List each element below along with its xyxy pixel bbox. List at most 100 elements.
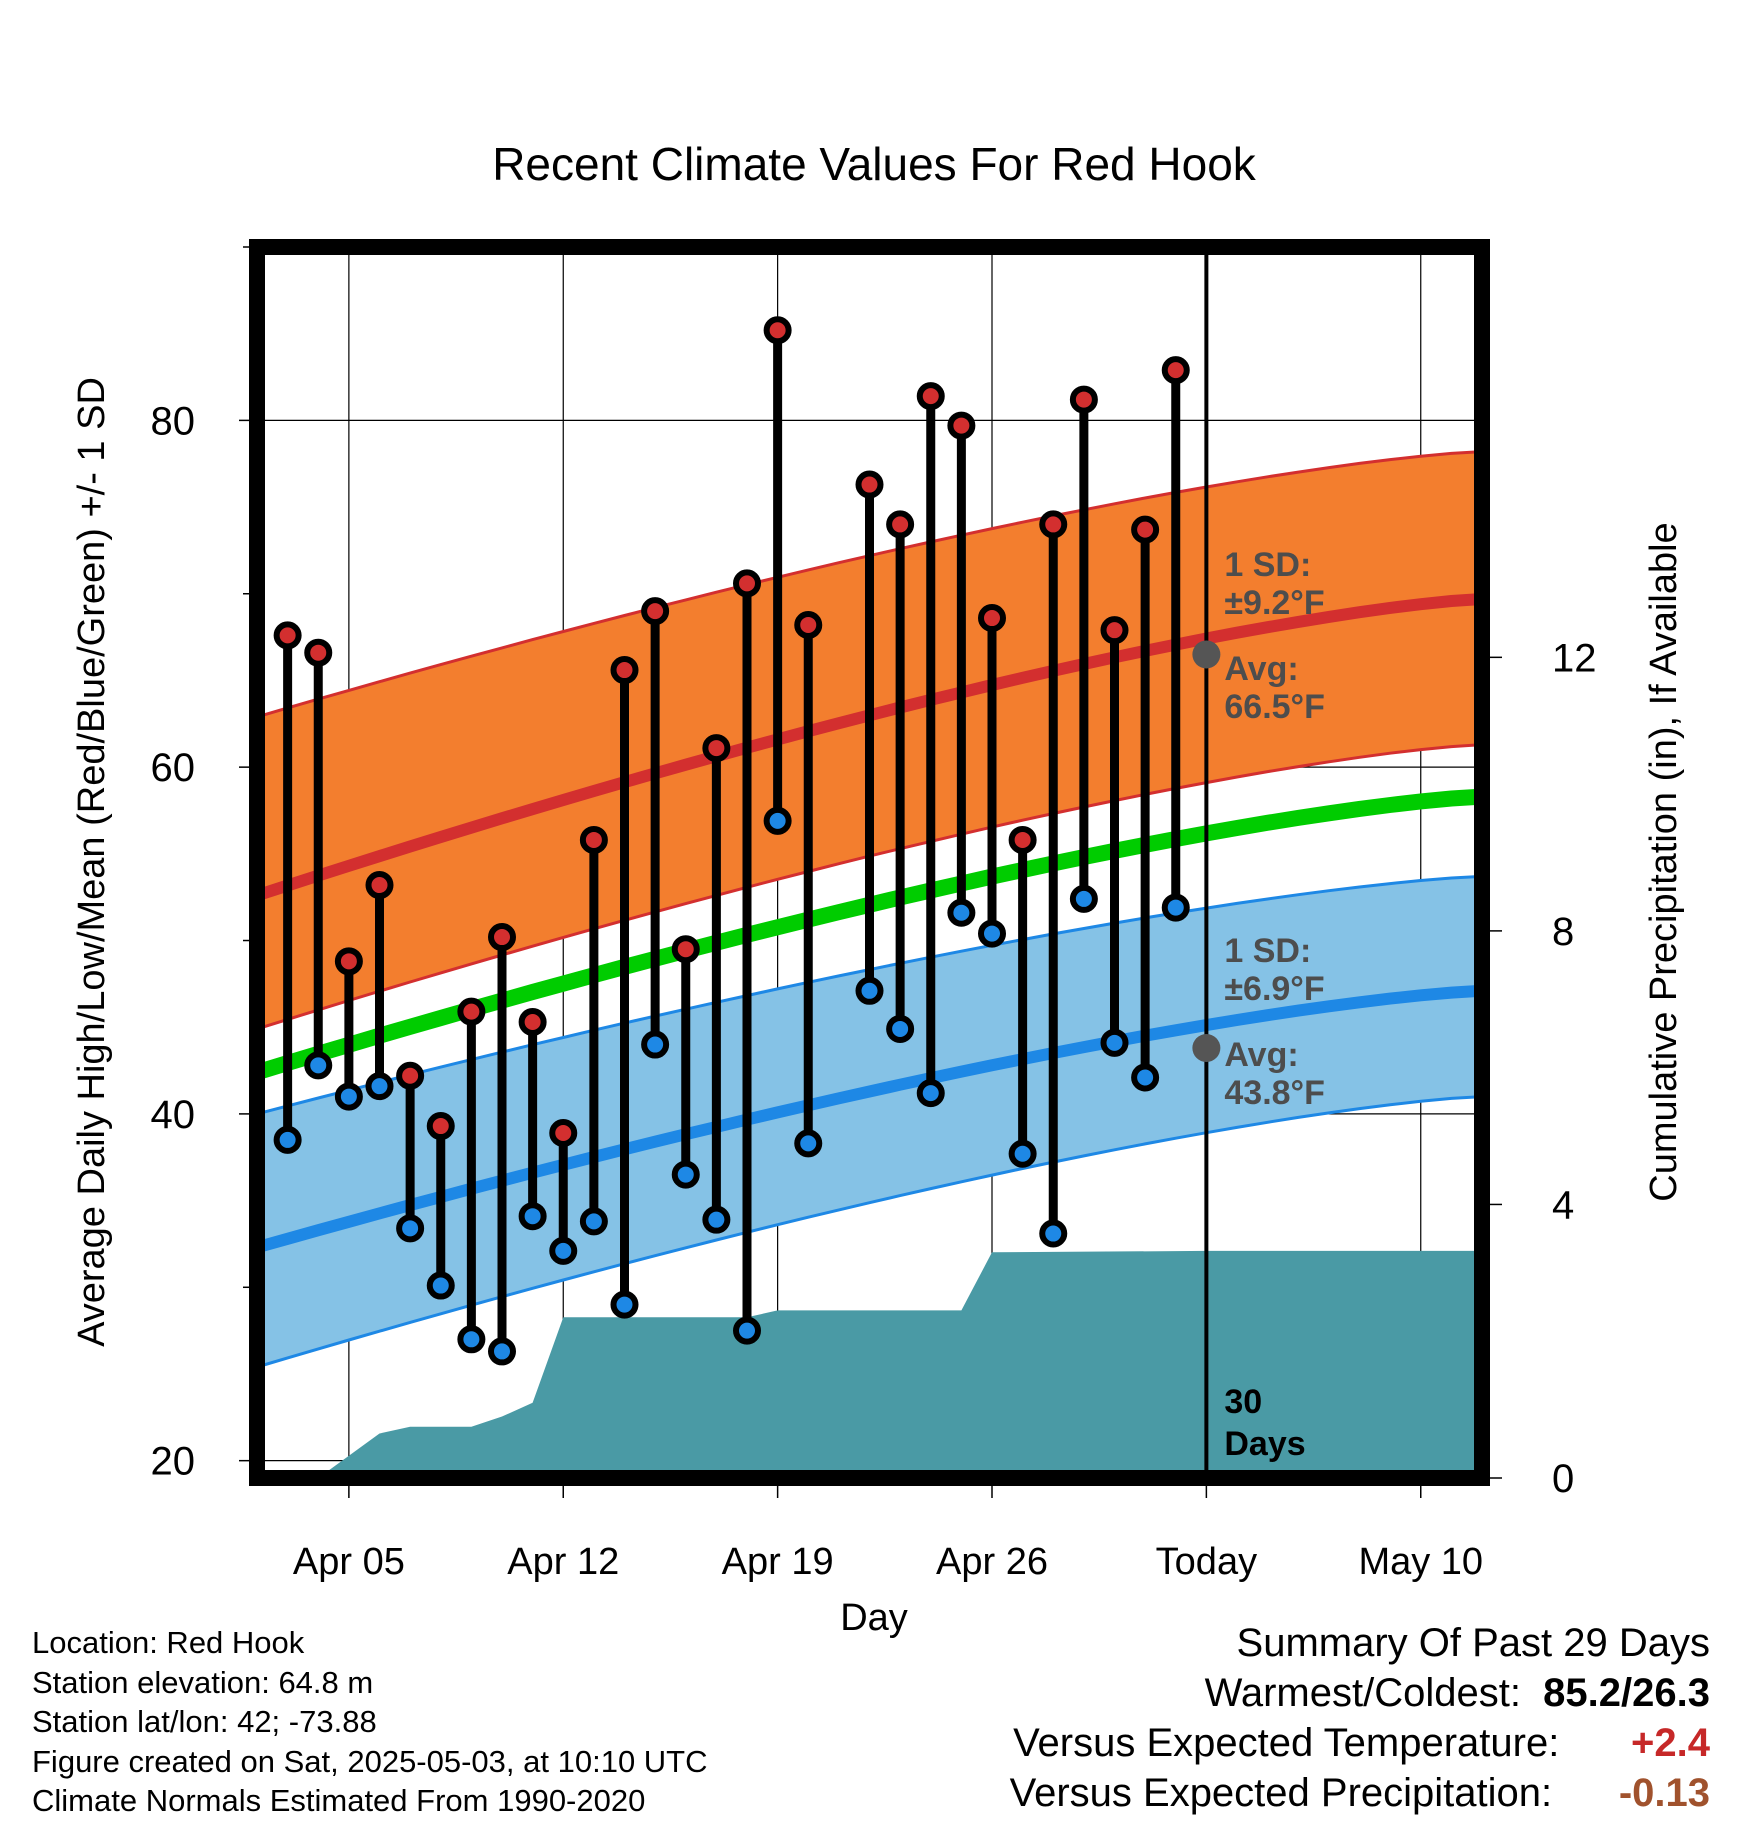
today-low-avg-marker xyxy=(1192,1034,1221,1063)
normal-low-line xyxy=(257,984,1482,1254)
x-axis-label: Day xyxy=(840,1597,908,1639)
daily-high-point xyxy=(610,656,639,685)
daily-high-point xyxy=(457,997,486,1026)
daily-low-point xyxy=(641,1030,670,1059)
daily-low-point xyxy=(488,1337,516,1366)
y2-tick-label: 12 xyxy=(1552,636,1597,680)
daily-high-point xyxy=(365,871,394,900)
daily-low-point xyxy=(855,976,884,1005)
x-tick-label: May 10 xyxy=(1358,1541,1483,1583)
daily-low-point xyxy=(273,1125,302,1154)
daily-high-point xyxy=(1131,515,1160,544)
daily-low-point xyxy=(671,1160,700,1189)
normals-text: Climate Normals Estimated From 1990-2020 xyxy=(32,1783,646,1818)
precip-label: Versus Expected Precipitation: xyxy=(1009,1771,1553,1815)
y2-axis-label: Cumulative Precipitation (in), If Availa… xyxy=(1643,522,1685,1201)
daily-high-point xyxy=(549,1118,578,1147)
daily-low-point xyxy=(1039,1219,1068,1248)
daily-low-point xyxy=(947,898,976,927)
warm-cold-label: Warmest/Coldest: xyxy=(1204,1671,1521,1715)
daily-high-point xyxy=(579,825,608,854)
precip-row: Versus Expected Precipitation: -0.13 xyxy=(810,1768,1710,1818)
daily-low-point xyxy=(457,1325,486,1354)
daily-low-point xyxy=(733,1316,761,1345)
x-tick-label: Apr 05 xyxy=(293,1541,405,1583)
daily-high-point xyxy=(947,411,976,440)
high-avg-label: Avg: xyxy=(1224,650,1298,688)
daily-high-point xyxy=(1161,356,1190,385)
window-days-label: Days xyxy=(1224,1425,1305,1463)
daily-high-point xyxy=(916,382,945,411)
daily-low-point xyxy=(549,1236,578,1265)
station-info: Location: Red Hook Station elevation: 64… xyxy=(32,1623,708,1821)
daily-high-point xyxy=(426,1112,455,1141)
y-tick-label: 80 xyxy=(151,399,196,443)
created-text: Figure created on Sat, 2025-05-03, at 10… xyxy=(32,1743,708,1779)
daily-low-point xyxy=(365,1072,394,1101)
daily-high-point xyxy=(1008,825,1037,854)
y-axis-label: Average Daily High/Low/Mean (Red/Blue/Gr… xyxy=(71,377,113,1347)
x-tick-label: Apr 26 xyxy=(936,1541,1048,1583)
latlon-text: Station lat/lon: 42; -73.88 xyxy=(32,1704,377,1739)
warm-cold-value: 85.2/26.3 xyxy=(1543,1671,1710,1715)
daily-high-point xyxy=(1039,510,1068,539)
daily-high-point xyxy=(334,947,363,976)
summary-panel: Summary Of Past 29 Days Warmest/Coldest:… xyxy=(810,1618,1710,1818)
location-text: Location: Red Hook xyxy=(32,1625,305,1660)
daily-high-point xyxy=(794,610,823,639)
daily-low-point xyxy=(579,1207,608,1236)
y2-tick-label: 4 xyxy=(1552,1183,1574,1227)
temp-label: Versus Expected Temperature: xyxy=(1013,1721,1560,1765)
y-tick-label: 40 xyxy=(151,1093,196,1137)
low-avg-label: Avg: xyxy=(1224,1036,1298,1074)
daily-high-point xyxy=(671,935,700,964)
daily-low-point xyxy=(396,1214,425,1243)
low-avg-value: 43.8°F xyxy=(1224,1074,1325,1112)
daily-low-point xyxy=(794,1129,823,1158)
daily-high-point xyxy=(396,1061,425,1090)
daily-low-point xyxy=(610,1290,639,1319)
daily-low-point xyxy=(426,1271,455,1300)
x-tick-label: Today xyxy=(1156,1541,1257,1583)
today-high-avg-marker xyxy=(1192,640,1221,669)
daily-low-point xyxy=(334,1082,363,1111)
daily-low-point xyxy=(518,1202,547,1231)
low-sd-label: 1 SD: xyxy=(1224,932,1311,970)
daily-low-point xyxy=(304,1051,333,1080)
daily-high-point xyxy=(641,597,670,626)
daily-high-point xyxy=(304,638,333,667)
daily-high-point xyxy=(886,510,915,539)
precip-area xyxy=(318,1250,1482,1478)
x-tick-label: Apr 12 xyxy=(507,1541,619,1583)
high-sd-label: 1 SD: xyxy=(1224,546,1311,584)
daily-high-point xyxy=(978,604,1006,633)
chart-title: Recent Climate Values For Red Hook xyxy=(492,138,1257,190)
summary-title: Summary Of Past 29 Days xyxy=(1236,1621,1710,1665)
daily-low-point xyxy=(1131,1063,1160,1092)
low-sd-value: ±6.9°F xyxy=(1224,970,1324,1008)
low-sd-lower-line xyxy=(257,1095,1482,1369)
precip-value: -0.13 xyxy=(1618,1771,1710,1815)
daily-high-point xyxy=(1100,616,1129,645)
daily-high-point xyxy=(1069,385,1098,414)
plot-border xyxy=(249,239,1490,1486)
y-tick-label: 20 xyxy=(151,1440,196,1484)
daily-low-point xyxy=(1161,893,1190,922)
daily-low-point xyxy=(916,1079,945,1108)
elevation-text: Station elevation: 64.8 m xyxy=(32,1664,374,1700)
daily-high-point xyxy=(733,569,761,598)
daily-low-point xyxy=(763,806,792,835)
daily-high-point xyxy=(763,316,792,345)
daily-high-point xyxy=(855,470,884,499)
high-avg-value: 66.5°F xyxy=(1224,688,1325,726)
daily-low-point xyxy=(1008,1139,1037,1168)
daily-high-point xyxy=(273,621,302,650)
y2-tick-label: 0 xyxy=(1552,1457,1574,1501)
daily-high-point xyxy=(488,923,516,952)
high-sd-value: ±9.2°F xyxy=(1224,584,1324,622)
daily-low-point xyxy=(1069,884,1098,913)
temp-row: Versus Expected Temperature: +2.4 xyxy=(810,1718,1710,1768)
y-tick-label: 60 xyxy=(151,746,196,790)
